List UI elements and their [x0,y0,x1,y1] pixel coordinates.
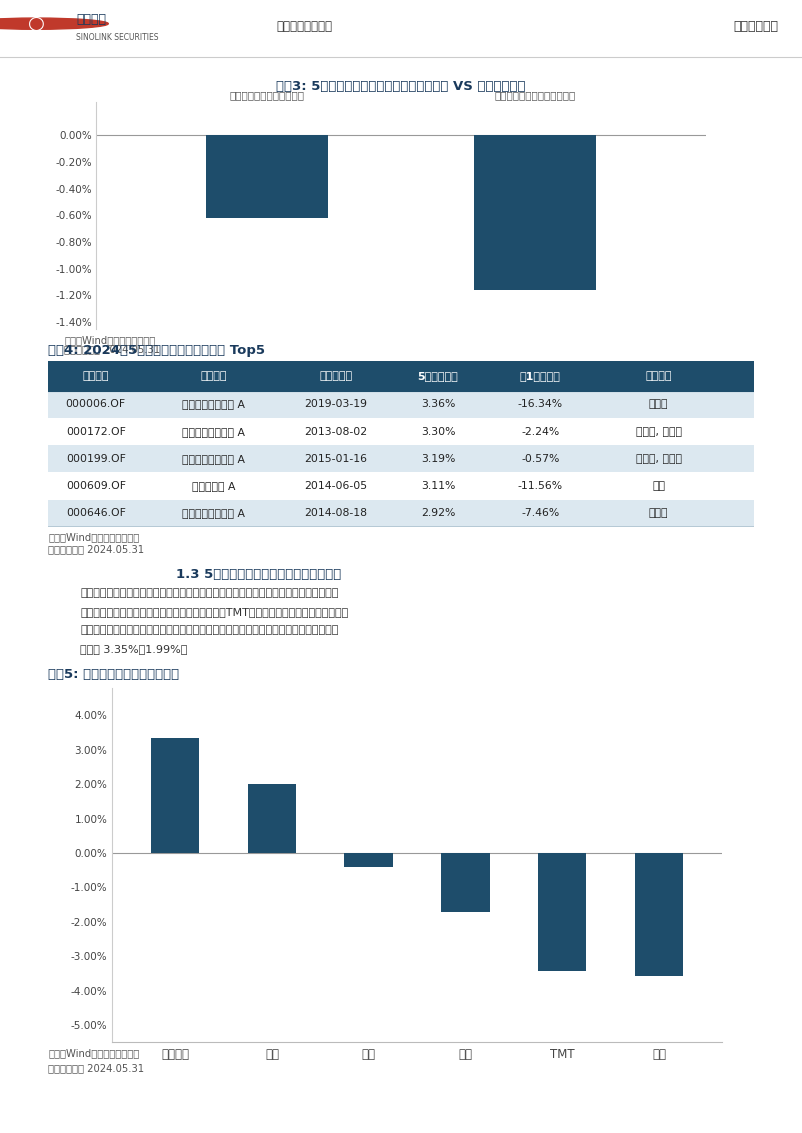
Text: 田汉卿, 徐师宇: 田汉卿, 徐师宇 [636,427,682,436]
Text: 2015-01-16: 2015-01-16 [304,454,367,463]
Bar [48,418,754,445]
Text: 来源：Wind，国金证券研究所: 来源：Wind，国金证券研究所 [48,1048,140,1058]
Bar [441,853,489,912]
Text: 2019-03-19: 2019-03-19 [304,400,367,409]
Text: 000172.OF: 000172.OF [66,427,126,436]
Text: 基金经理: 基金经理 [646,372,672,381]
Text: 2014-08-18: 2014-08-18 [304,509,367,518]
Text: 3.19%: 3.19% [421,454,456,463]
Text: 证券简称: 证券简称 [200,372,227,381]
Text: 4: 4 [768,1105,778,1118]
Text: -7.46%: -7.46% [521,509,560,518]
Bar [345,853,393,867]
Text: 分别为 3.35%、1.99%。: 分别为 3.35%、1.99%。 [80,644,188,654]
Text: 000646.OF: 000646.OF [66,509,126,518]
Text: 3.36%: 3.36% [421,400,456,409]
Bar [538,853,586,971]
Bar [151,738,200,853]
Text: 我们根据主动权益基金的名称、业绩基准等定性信息，并结合股票持仓数据进行补充与复: 我们根据主动权益基金的名称、业绩基准等定性信息，并结合股票持仓数据进行补充与复 [80,588,338,598]
Text: 来源：Wind，国金证券研究所: 来源：Wind，国金证券研究所 [64,335,156,346]
Text: 高荣南, 贺天元: 高荣南, 贺天元 [636,454,682,463]
Text: 华润元大量化优选 A: 华润元大量化优选 A [183,509,245,518]
Text: 郑默: 郑默 [652,482,665,491]
Text: 主动量化基金收益率中位数: 主动量化基金收益率中位数 [229,90,305,100]
Text: 华泰柏瑞量化增强 A: 华泰柏瑞量化增强 A [183,427,245,436]
Text: SINOLINK SECURITIES: SINOLINK SECURITIES [76,33,159,42]
Circle shape [0,18,108,29]
Text: 图表4: 2024年5月份主动量化基金收益率 Top5: 图表4: 2024年5月份主动量化基金收益率 Top5 [48,344,265,357]
Text: 来源：Wind，国金证券研究所: 来源：Wind，国金证券研究所 [48,533,140,543]
Text: 000609.OF: 000609.OF [66,482,126,491]
Text: 注：数据截至 2024.05.31: 注：数据截至 2024.05.31 [48,544,144,554]
Bar [634,853,683,977]
Text: 000006.OF: 000006.OF [66,400,126,409]
Text: 证券代码: 证券代码 [83,372,109,381]
Text: 盛丰衍: 盛丰衍 [649,400,668,409]
Text: 2.92%: 2.92% [421,509,456,518]
Text: 国金证券: 国金证券 [76,14,106,26]
Text: 华商新量化 A: 华商新量化 A [192,482,236,491]
Text: 扫码获取更多服务: 扫码获取更多服务 [277,19,333,33]
Bar [48,391,754,418]
Text: -16.34%: -16.34% [518,400,563,409]
Text: 主动权益型基金收益率中位数: 主动权益型基金收益率中位数 [495,90,576,100]
Text: 000199.OF: 000199.OF [66,454,126,463]
Text: ○: ○ [27,15,45,33]
Text: 图表5: 行业主题基金收益情况回顾: 图表5: 行业主题基金收益情况回顾 [48,668,179,681]
Bar [474,135,596,290]
Text: 图表3: 5月份收益率中位数：主动权益型基金 VS 主动量化基金: 图表3: 5月份收益率中位数：主动权益型基金 VS 主动量化基金 [276,80,526,93]
Bar [48,472,754,500]
Text: 3.11%: 3.11% [421,482,456,491]
Text: 金融工程月报: 金融工程月报 [733,19,778,33]
Bar [48,500,754,527]
Text: 2013-08-02: 2013-08-02 [304,427,367,436]
Text: 西部利得量化成长 A: 西部利得量化成长 A [183,400,245,409]
Text: 注：数据截至 2024.05.31: 注：数据截至 2024.05.31 [64,344,160,355]
Bar [248,784,296,853]
Text: 敬请参阅最后一页特别声明: 敬请参阅最后一页特别声明 [359,1105,443,1118]
Bar [48,445,754,472]
Text: 核，从主动权益型基金中筛选出若干消费、医药、TMT、制造、周期、金融地产等行业主: 核，从主动权益型基金中筛选出若干消费、医药、TMT、制造、周期、金融地产等行业主 [80,607,348,616]
Text: 国泰量化策略收益 A: 国泰量化策略收益 A [183,454,245,463]
Text: 2014-06-05: 2014-06-05 [304,482,367,491]
Text: -0.57%: -0.57% [521,454,560,463]
Text: -11.56%: -11.56% [518,482,563,491]
Text: 题基金。从中位数来看，本月金融地产及周期主题基金业绩整体表现最佳，收益率中位数: 题基金。从中位数来看，本月金融地产及周期主题基金业绩整体表现最佳，收益率中位数 [80,625,338,636]
Text: -2.24%: -2.24% [521,427,560,436]
Bar [48,361,754,391]
Text: 5月份收益率: 5月份收益率 [418,372,459,381]
Text: 李武群: 李武群 [649,509,668,518]
Text: 基金成立日: 基金成立日 [319,372,352,381]
Text: 1.3 5月份金融地产行业主题基金业绩领先: 1.3 5月份金融地产行业主题基金业绩领先 [176,569,342,581]
Text: 3.30%: 3.30% [421,427,456,436]
Text: 注：数据截至 2024.05.31: 注：数据截至 2024.05.31 [48,1063,144,1073]
Bar [206,135,328,218]
Text: 近1年收益率: 近1年收益率 [520,372,561,381]
